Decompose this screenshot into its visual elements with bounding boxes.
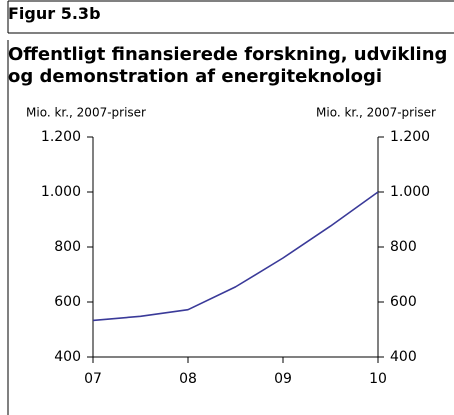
x-tick-label: 07 bbox=[84, 371, 102, 387]
y-tick-label: 800 bbox=[54, 239, 81, 255]
y2-axis-label: Mio. kr., 2007-priser bbox=[316, 106, 436, 120]
y-tick-label: 400 bbox=[54, 349, 81, 365]
y2-tick-label: 400 bbox=[390, 349, 417, 365]
y2-tick-label: 800 bbox=[390, 239, 417, 255]
y2-tick-label: 1.000 bbox=[390, 184, 430, 200]
figure-label: Figur 5.3b bbox=[8, 4, 101, 23]
y2-tick-label: 1.200 bbox=[390, 129, 430, 145]
line-series bbox=[92, 191, 379, 322]
y-tick-label: 600 bbox=[54, 294, 81, 310]
x-tick-label: 09 bbox=[274, 371, 292, 387]
chart-title: Offentligt finansierede forskning, udvik… bbox=[8, 44, 448, 87]
y2-tick-label: 600 bbox=[390, 294, 417, 310]
y-tick-label: 1.000 bbox=[41, 184, 81, 200]
x-tick-label: 10 bbox=[369, 371, 387, 387]
y-tick-label: 1.200 bbox=[41, 129, 81, 145]
y-axis-label: Mio. kr., 2007-priser bbox=[26, 106, 146, 120]
x-tick-label: 08 bbox=[179, 371, 197, 387]
